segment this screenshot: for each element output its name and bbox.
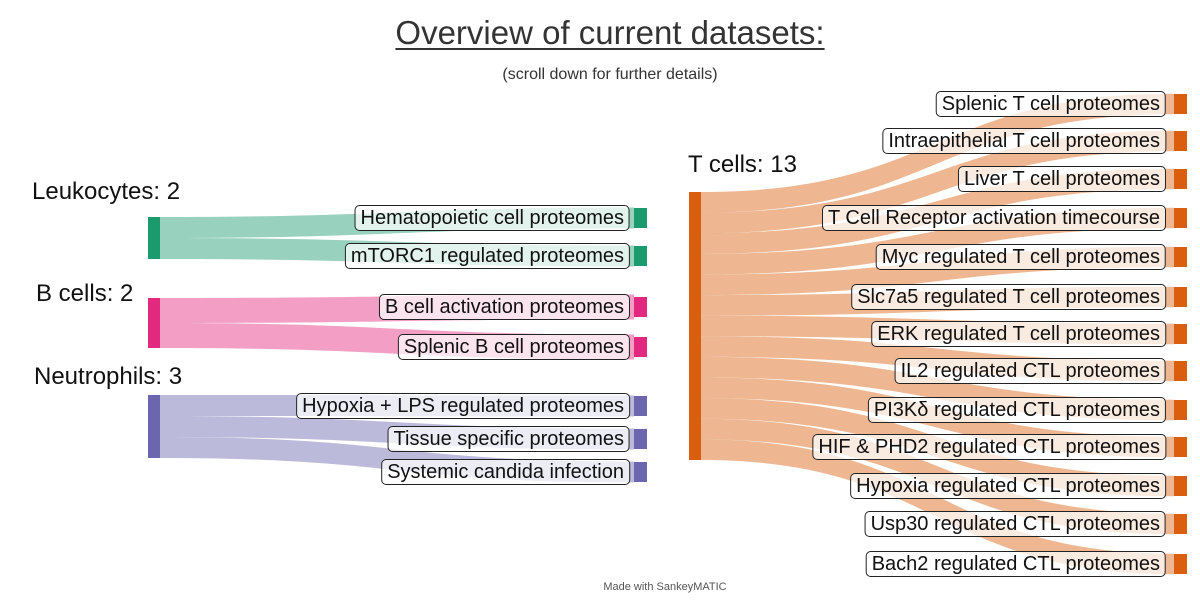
- target-node-t_cells-7: [1174, 361, 1187, 381]
- diagram-subtitle: (scroll down for further details): [502, 66, 718, 83]
- target-node-neutrophils-1: [634, 429, 647, 449]
- source-node-neutrophils: [148, 395, 160, 458]
- group-label-neutrophils: Neutrophils: 3: [34, 363, 183, 390]
- target-node-t_cells-3: [1174, 208, 1187, 228]
- target-node-b_cells-1: [634, 337, 647, 357]
- flow-link-t_cells-12: [701, 439, 1174, 575]
- target-node-t_cells-12: [1174, 554, 1187, 574]
- group-label-t_cells: T cells: 13: [688, 151, 797, 178]
- source-node-leukocytes: [148, 217, 160, 259]
- target-label-t_cells-11: Usp30 regulated CTL proteomes: [864, 511, 1166, 537]
- target-node-neutrophils-0: [634, 396, 647, 416]
- target-node-t_cells-6: [1174, 324, 1187, 344]
- target-label-t_cells-7: IL2 regulated CTL proteomes: [894, 358, 1166, 384]
- diagram-title: Overview of current datasets:: [395, 14, 825, 51]
- target-label-neutrophils-0: Hypoxia + LPS regulated proteomes: [296, 393, 630, 419]
- target-node-t_cells-5: [1174, 287, 1187, 307]
- target-node-leukocytes-1: [634, 246, 647, 266]
- target-label-b_cells-0: B cell activation proteomes: [378, 294, 630, 320]
- credit-text: Made with SankeyMATIC: [603, 581, 727, 593]
- target-label-t_cells-4: Myc regulated T cell proteomes: [875, 244, 1166, 270]
- target-node-t_cells-8: [1174, 400, 1187, 420]
- target-label-neutrophils-1: Tissue specific proteomes: [387, 426, 630, 452]
- target-node-t_cells-4: [1174, 247, 1187, 267]
- target-label-t_cells-9: HIF & PHD2 regulated CTL proteomes: [812, 434, 1166, 460]
- target-label-t_cells-8: PI3Kδ regulated CTL proteomes: [867, 397, 1166, 423]
- group-label-leukocytes: Leukocytes: 2: [32, 178, 181, 205]
- group-label-b_cells: B cells: 2: [36, 280, 134, 307]
- target-node-neutrophils-2: [634, 462, 647, 482]
- target-label-t_cells-0: Splenic T cell proteomes: [935, 91, 1166, 117]
- target-label-t_cells-10: Hypoxia regulated CTL proteomes: [850, 473, 1166, 499]
- target-node-t_cells-0: [1174, 94, 1187, 114]
- target-node-b_cells-0: [634, 297, 647, 317]
- target-label-t_cells-12: Bach2 regulated CTL proteomes: [865, 551, 1166, 577]
- target-label-t_cells-3: T Cell Receptor activation timecourse: [822, 205, 1166, 231]
- source-node-b_cells: [148, 298, 160, 348]
- target-label-b_cells-1: Splenic B cell proteomes: [397, 334, 630, 360]
- target-node-t_cells-10: [1174, 476, 1187, 496]
- target-label-leukocytes-1: mTORC1 regulated proteomes: [344, 243, 630, 269]
- target-node-t_cells-1: [1174, 131, 1187, 151]
- source-node-t_cells: [689, 192, 701, 460]
- target-label-t_cells-5: Slc7a5 regulated T cell proteomes: [851, 284, 1166, 310]
- target-label-t_cells-1: Intraepithelial T cell proteomes: [882, 128, 1166, 154]
- flow-link-t_cells-1: [701, 130, 1174, 234]
- target-node-t_cells-2: [1174, 169, 1187, 189]
- target-node-t_cells-11: [1174, 514, 1187, 534]
- target-label-neutrophils-2: Systemic candida infection: [381, 459, 630, 485]
- target-label-t_cells-2: Liver T cell proteomes: [957, 166, 1166, 192]
- target-node-leukocytes-0: [634, 208, 647, 228]
- target-node-t_cells-9: [1174, 437, 1187, 457]
- target-label-leukocytes-0: Hematopoietic cell proteomes: [354, 205, 630, 231]
- target-label-t_cells-6: ERK regulated T cell proteomes: [871, 321, 1166, 347]
